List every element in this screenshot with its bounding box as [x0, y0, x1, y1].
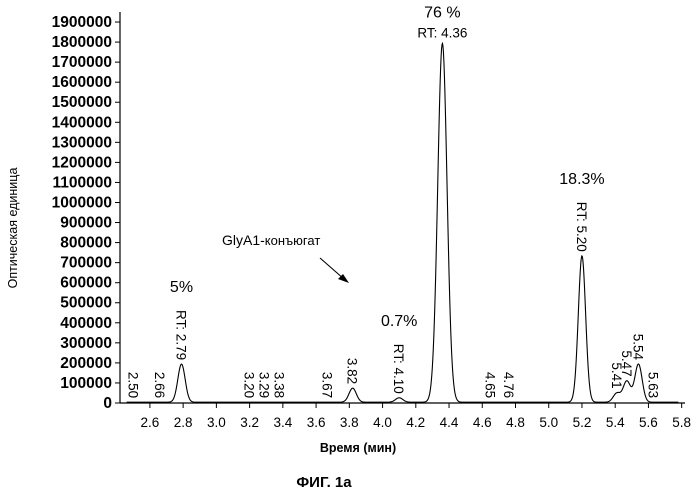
- peak-label: 3.38: [272, 372, 287, 398]
- y-axis-title: Оптическая единица: [6, 168, 20, 289]
- peak-label: 3.82: [345, 358, 360, 384]
- percent-label: 0.7%: [381, 313, 417, 330]
- y-tick-label: 800000: [60, 235, 112, 252]
- chromatogram-trace: [126, 41, 679, 403]
- peak-label: 5.63: [645, 372, 660, 398]
- x-tick-label: 3.2: [240, 415, 259, 430]
- x-tick-label: 4.6: [473, 415, 492, 430]
- y-axis-ticks: 0 100000 200000 300000 400000 500000 600000 700…: [52, 14, 120, 412]
- peak-label: 3.67: [320, 372, 335, 398]
- peak-label: 4.65: [483, 372, 498, 398]
- peak-label: 2.66: [152, 372, 167, 398]
- x-tick-label: 2.6: [141, 415, 160, 430]
- y-tick-label: 600000: [60, 275, 112, 292]
- x-tick-label: 3.4: [273, 415, 292, 430]
- percent-label: 18.3%: [559, 171, 604, 188]
- y-tick-label: 1100000: [53, 174, 113, 191]
- y-tick-label: 1700000: [52, 54, 112, 71]
- x-axis-title: Время (мин): [320, 441, 396, 455]
- x-tick-label: 4.8: [506, 415, 525, 430]
- y-tick-label: 1900000: [52, 14, 112, 31]
- peak-label: 3.29: [257, 372, 272, 398]
- annotation-arrow-line: [319, 257, 345, 280]
- y-tick-label: 400000: [60, 315, 112, 332]
- annotation-arrowhead: [338, 274, 349, 283]
- y-tick-label: 900000: [60, 215, 112, 232]
- x-tick-label: 3.0: [207, 415, 226, 430]
- y-tick-label: 700000: [60, 255, 112, 272]
- y-tick-label: 1300000: [52, 134, 112, 151]
- y-tick-label: 100000: [60, 375, 112, 392]
- y-tick-label: 1400000: [52, 114, 112, 131]
- peak-label: RT: 5.20: [574, 202, 589, 252]
- peak-label: 5.47: [619, 350, 634, 376]
- y-tick-label: 200000: [60, 355, 112, 372]
- x-tick-label: 5.8: [672, 415, 691, 430]
- percent-label: 76 %: [424, 4, 460, 21]
- peak-label: 4.76: [501, 372, 516, 398]
- y-tick-label: 300000: [60, 335, 112, 352]
- x-tick-label: 4.0: [373, 415, 392, 430]
- y-tick-label: 1800000: [52, 34, 112, 51]
- x-tick-label: 3.8: [340, 415, 359, 430]
- x-tick-label: 5.6: [639, 415, 658, 430]
- peak-label: 3.20: [242, 372, 257, 398]
- peak-label: 5.41: [609, 362, 624, 388]
- percent-label: 5%: [170, 279, 193, 296]
- x-tick-label: 2.8: [174, 415, 193, 430]
- peak-label: 2.50: [125, 372, 140, 398]
- peak-label: 5.54: [631, 334, 646, 361]
- percent-labels: 5% 0.7% 76 % 18.3%: [170, 4, 605, 330]
- x-tick-label: 5.4: [606, 415, 625, 430]
- conjugate-annotation: GlyA1-конъюгат: [222, 232, 349, 283]
- y-tick-label: 1000000: [52, 194, 112, 211]
- x-tick-label: 5.0: [539, 415, 558, 430]
- peak-label: RT: 4.10: [391, 344, 406, 394]
- x-tick-label: 4.4: [440, 415, 459, 430]
- figure-caption: ФИГ. 1а: [296, 474, 352, 491]
- peak-label: RT: 4.36: [417, 25, 467, 40]
- y-tick-label: 1600000: [52, 74, 112, 91]
- y-tick-label: 1500000: [52, 94, 112, 111]
- x-tick-label: 5.2: [573, 415, 592, 430]
- x-tick-label: 3.6: [307, 415, 326, 430]
- x-tick-label: 4.2: [406, 415, 425, 430]
- annotation-text: GlyA1-конъюгат: [222, 232, 320, 248]
- y-tick-label: 1200000: [52, 154, 112, 171]
- y-tick-label: 0: [103, 395, 112, 412]
- x-axis-ticks: 2.6 2.8 3.0 3.2 3.4 3.6 3.8 4.0 4.2 4.4 4.6 4.8 5.0 5…: [141, 403, 691, 430]
- peak-label: RT: 2.79: [174, 310, 189, 360]
- peak-labels: 2.50 2.66 RT: 2.79 3.20 3.29 3.38 3.67 3.82 RT: …: [125, 25, 660, 398]
- annotation-suffix: конъюгат: [265, 233, 321, 248]
- annotation-prefix: GlyA1-: [222, 232, 265, 248]
- y-tick-label: 500000: [60, 295, 112, 312]
